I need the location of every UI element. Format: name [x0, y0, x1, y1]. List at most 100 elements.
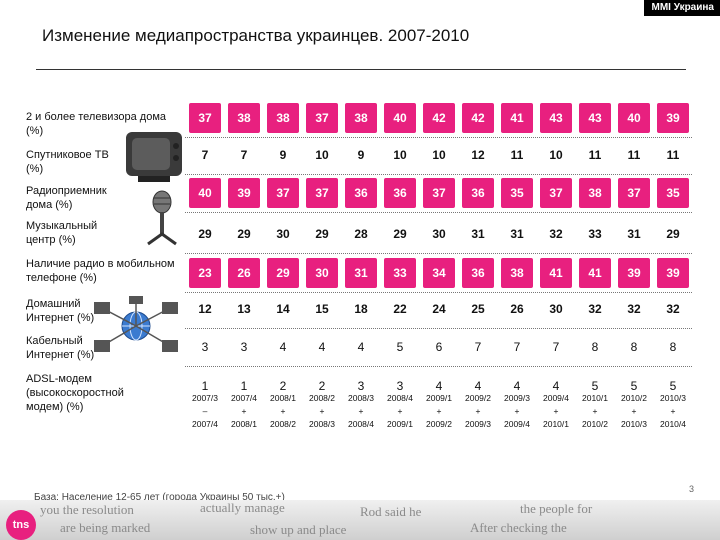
- value-cell: 42: [423, 103, 455, 133]
- value-cell: 41: [501, 103, 533, 133]
- value-cell: 23: [189, 258, 221, 288]
- value-cell: 12: [471, 148, 485, 162]
- value-cell: 37: [540, 178, 572, 208]
- value-cell: 36: [345, 178, 377, 208]
- value-cell: 30: [306, 258, 338, 288]
- title-divider: [36, 69, 686, 70]
- value-cell: 4: [357, 340, 365, 354]
- period-label-line: 2008/2: [270, 419, 296, 429]
- row-label: Музыкальный центр (%): [26, 220, 98, 246]
- period-label-line: 2007/3: [192, 393, 218, 403]
- value-cell: 39: [618, 258, 650, 288]
- value-cell: 10: [393, 148, 407, 162]
- period-label: 2010/1 +2010/2: [575, 392, 615, 431]
- value-cell: 31: [345, 258, 377, 288]
- value-cell: 34: [423, 258, 455, 288]
- value-cell: 39: [657, 103, 689, 133]
- period-label-line: +: [358, 406, 364, 416]
- row-label: Домашний Интернет (%): [26, 298, 95, 324]
- value-cell: 30: [276, 227, 290, 241]
- row-separator: [185, 174, 692, 176]
- period-label-line: 2009/1: [387, 419, 413, 429]
- value-cell: 4: [318, 340, 326, 354]
- period-label-line: +: [670, 406, 676, 416]
- period-label: 2010/3 +2010/4: [653, 392, 693, 431]
- period-label-line: 2007/4: [192, 419, 218, 429]
- value-cell: 1: [201, 379, 209, 393]
- value-cell: 32: [588, 302, 602, 316]
- value-cell: 11: [510, 148, 524, 162]
- microphone-icon: [147, 190, 177, 246]
- row-separator: [185, 212, 692, 214]
- value-cell: 29: [198, 227, 212, 241]
- value-cell: 40: [189, 178, 221, 208]
- value-cell: 38: [345, 103, 377, 133]
- period-label-line: 2009/4: [504, 419, 530, 429]
- value-cell: 37: [306, 178, 338, 208]
- value-cell: 4: [552, 379, 560, 393]
- value-cell: 7: [513, 340, 521, 354]
- row-label: Кабельный Интернет (%): [26, 335, 95, 361]
- value-cell: 38: [267, 103, 299, 133]
- period-label-line: –: [202, 406, 208, 416]
- value-cell: 10: [549, 148, 563, 162]
- value-cell: 42: [462, 103, 494, 133]
- value-cell: 5: [591, 379, 599, 393]
- value-cell: 33: [384, 258, 416, 288]
- value-cell: 8: [591, 340, 599, 354]
- value-cell: 26: [510, 302, 524, 316]
- period-label-line: +: [553, 406, 559, 416]
- period-label: 2009/1 +2009/2: [419, 392, 459, 431]
- value-cell: 3: [240, 340, 248, 354]
- value-cell: 15: [315, 302, 329, 316]
- value-cell: 11: [666, 148, 680, 162]
- globe-network-icon: [94, 296, 178, 352]
- value-cell: 7: [201, 148, 209, 162]
- value-cell: 2: [279, 379, 287, 393]
- period-label-line: 2010/3: [621, 419, 647, 429]
- value-cell: 1: [240, 379, 248, 393]
- period-label-line: +: [631, 406, 637, 416]
- value-cell: 37: [267, 178, 299, 208]
- value-cell: 10: [432, 148, 446, 162]
- period-label-line: 2008/3: [309, 419, 335, 429]
- value-cell: 31: [627, 227, 641, 241]
- value-cell: 37: [423, 178, 455, 208]
- period-label-line: +: [397, 406, 403, 416]
- value-cell: 32: [549, 227, 563, 241]
- value-cell: 39: [657, 258, 689, 288]
- page-number: 3: [688, 484, 694, 494]
- brand-badge: MMI Украина: [643, 0, 720, 16]
- period-label: 2007/3 – 2007/4: [185, 392, 225, 431]
- value-cell: 30: [432, 227, 446, 241]
- period-label-line: 2009/3: [504, 393, 530, 403]
- value-cell: 43: [540, 103, 572, 133]
- value-cell: 29: [315, 227, 329, 241]
- value-cell: 43: [579, 103, 611, 133]
- period-label-line: +: [514, 406, 520, 416]
- period-label: 2008/2 +2008/3: [302, 392, 342, 431]
- value-cell: 6: [435, 340, 443, 354]
- value-cell: 28: [354, 227, 368, 241]
- period-label-line: +: [241, 406, 247, 416]
- period-label-line: 2009/2: [465, 393, 491, 403]
- row-separator: [185, 253, 692, 255]
- period-label-line: 2008/4: [348, 419, 374, 429]
- value-cell: 30: [549, 302, 563, 316]
- value-cell: 7: [240, 148, 248, 162]
- newspaper-background: you the resolution actually manage Rod s…: [0, 500, 720, 540]
- row-label: 2 и более телевизора дома (%): [26, 111, 166, 137]
- value-cell: 36: [462, 178, 494, 208]
- value-cell: 40: [618, 103, 650, 133]
- period-label-line: 2008/1: [270, 393, 296, 403]
- row-separator: [185, 328, 692, 330]
- tns-logo: tns: [6, 510, 36, 540]
- value-cell: 18: [354, 302, 368, 316]
- value-cell: 2: [318, 379, 326, 393]
- value-cell: 32: [666, 302, 680, 316]
- period-label: 2009/4 +2010/1: [536, 392, 576, 431]
- value-cell: 4: [474, 379, 482, 393]
- value-cell: 29: [267, 258, 299, 288]
- value-cell: 32: [627, 302, 641, 316]
- value-cell: 9: [357, 148, 365, 162]
